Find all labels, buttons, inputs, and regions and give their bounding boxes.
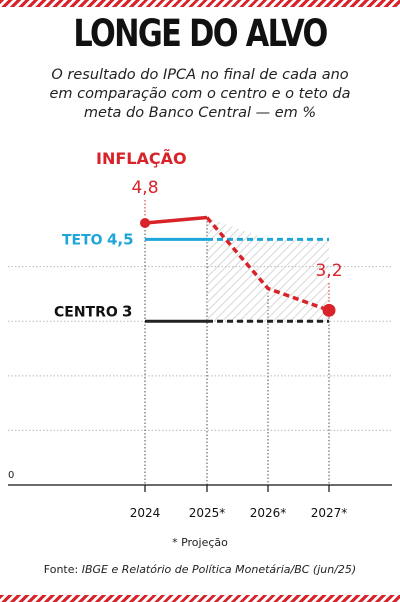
x-tick-label-1: 2025* — [189, 506, 226, 520]
x-tick-label-0: 2024 — [130, 506, 161, 520]
subtitle-line-3: meta do Banco Central — em % — [83, 105, 317, 121]
centro-value-label: 3 — [122, 302, 132, 320]
chart-subtitle: O resultado do IPCA no final de cada ano… — [14, 66, 386, 123]
teto-value-label: 4,5 — [107, 230, 134, 248]
inflation-point-start — [140, 218, 150, 228]
source-prefix: Fonte: — [43, 563, 82, 576]
grid-lines — [8, 217, 392, 485]
x-axis: 2024 2025* 2026* 2027* 0 — [8, 470, 392, 520]
bottom-decorative-band — [0, 595, 400, 602]
inflation-value-label-start: 4,8 — [131, 178, 158, 198]
projection-note: * Projeção — [172, 536, 228, 549]
projection-hatch — [207, 217, 329, 322]
inflation-point-end — [322, 303, 336, 317]
inflation-line-projected — [205, 216, 330, 312]
subtitle-line-1: O resultado do IPCA no final de cada ano — [51, 67, 349, 83]
x-tick-label-2: 2026* — [250, 506, 287, 520]
projection-area — [207, 217, 329, 322]
series-lines — [140, 215, 336, 323]
y-tick-label-0: 0 — [8, 470, 14, 481]
chart-labels: INFLAÇÃO 4,8 3,2 TETO 4,5 CENTRO 3 — [54, 149, 343, 320]
source-note: Fonte: IBGE e Relatório de Política Mone… — [0, 563, 400, 576]
centro-series-label: CENTRO — [54, 304, 118, 320]
teto-series-label: TETO — [62, 232, 103, 248]
top-decorative-band — [0, 0, 400, 7]
inflation-value-label-end: 3,2 — [315, 261, 342, 281]
chart-title: LONGE DO ALVO — [73, 12, 328, 55]
x-tick-label-3: 2027* — [311, 506, 348, 520]
inflation-series-label: INFLAÇÃO — [96, 149, 187, 168]
source-text: IBGE e Relatório de Política Monetária/B… — [81, 563, 357, 576]
inflation-line-actual — [144, 215, 208, 225]
subtitle-line-2: em comparação com o centro e o teto da — [49, 86, 351, 102]
